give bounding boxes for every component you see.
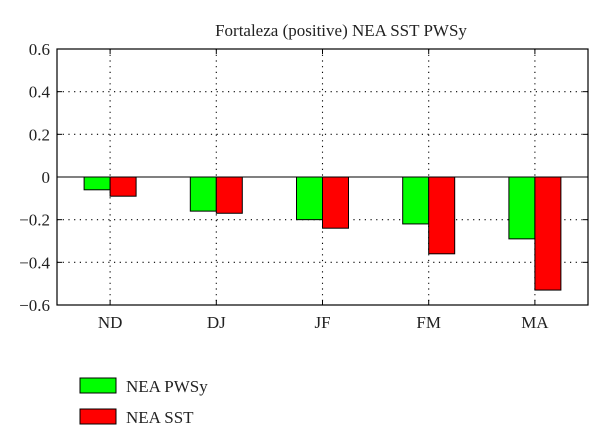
bar xyxy=(215,176,243,214)
x-tick-label: JF xyxy=(314,313,330,332)
y-tick-label: 0 xyxy=(42,168,51,187)
x-axis: ND DJ JF FM MA xyxy=(98,49,549,332)
bar xyxy=(322,176,349,229)
bar xyxy=(508,176,536,240)
x-tick-label: ND xyxy=(98,313,123,332)
chart-title: Fortaleza (positive) NEA SST PWSy xyxy=(215,21,467,40)
bar xyxy=(189,176,217,212)
y-tick-label: −0.4 xyxy=(19,253,50,272)
legend: NEA PWSy NEA SST xyxy=(79,377,208,427)
bar xyxy=(534,176,562,291)
legend-label: NEA PWSy xyxy=(126,377,208,396)
bar xyxy=(428,176,456,255)
y-tick-label: −0.6 xyxy=(19,296,50,315)
legend-label: NEA SST xyxy=(126,408,194,427)
bar xyxy=(83,176,111,191)
bars xyxy=(83,176,562,291)
y-axis: 0.6 0.4 0.2 0 −0.2 −0.4 −0.6 xyxy=(19,40,588,315)
legend-swatch xyxy=(79,377,117,394)
y-tick-label: 0.4 xyxy=(29,83,51,102)
legend-swatch xyxy=(79,408,117,425)
x-tick-label: MA xyxy=(521,313,549,332)
x-tick-label: FM xyxy=(416,313,441,332)
bar xyxy=(402,176,430,225)
y-tick-label: −0.2 xyxy=(19,211,50,230)
bar xyxy=(109,176,137,197)
x-tick-label: DJ xyxy=(207,313,226,332)
y-tick-label: 0.6 xyxy=(29,40,50,59)
y-tick-label: 0.2 xyxy=(29,125,50,144)
bar xyxy=(296,176,323,221)
